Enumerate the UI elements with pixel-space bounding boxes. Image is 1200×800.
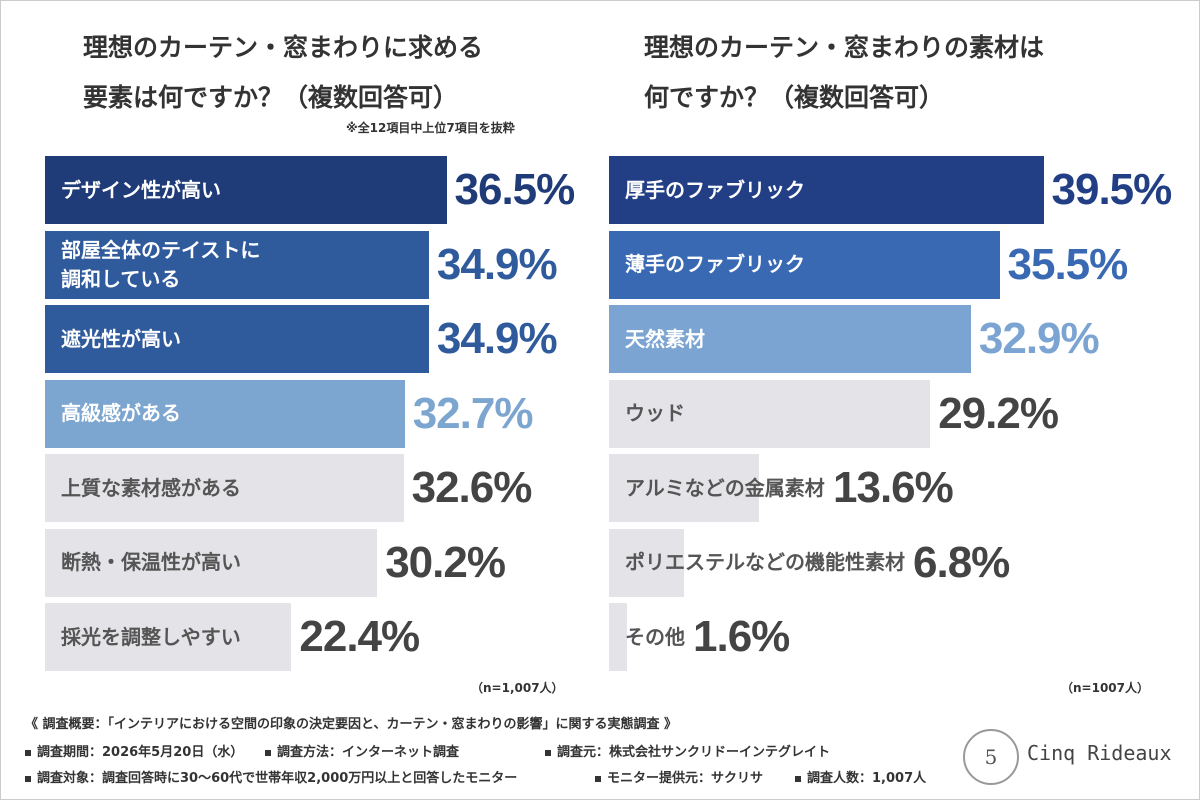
- footer-item: モニター提供元：サクリサ: [595, 767, 763, 786]
- category-label: 天然素材: [625, 326, 705, 351]
- bar: [45, 156, 447, 224]
- value-label: 1.6%: [693, 612, 790, 661]
- bar: [45, 230, 429, 299]
- chart-title: 理想のカーテン・窓まわりの素材は: [644, 33, 1045, 62]
- value-label: 34.9%: [436, 239, 558, 289]
- category-label: 上質な素材感がある: [61, 475, 241, 500]
- category-label: 薄手のファブリック: [625, 252, 805, 276]
- bar: [609, 156, 1044, 224]
- chart-title: 要素は何ですか？（複数回答可）: [83, 83, 459, 112]
- note: ※全12項目中上位7項目を抜粋: [346, 121, 515, 135]
- value-label: 35.5%: [1007, 239, 1129, 289]
- bar: [609, 379, 931, 448]
- category-label: 部屋全体のテイストに 調和している: [61, 237, 261, 291]
- logo-badge: 5: [963, 729, 1019, 785]
- footer-item: 調査方法：インターネット調査: [265, 741, 459, 760]
- category-label: 厚手のファブリック: [625, 177, 805, 202]
- footer-item: 調査対象：調査回答時に30〜60代で世帯年収2,000万円以上と回答したモニター: [25, 767, 517, 786]
- sample-size: （n=1,007人）: [471, 681, 564, 695]
- value-label: 36.5%: [454, 165, 576, 214]
- footer-item: 調査期間：2026年5月20日（水）: [25, 741, 243, 760]
- category-label: ポリエステルなどの機能性素材: [625, 550, 905, 574]
- category-label: 高級感がある: [61, 401, 181, 425]
- value-label: 30.2%: [385, 537, 506, 587]
- footer-heading: 《 調査概要：「インテリアにおける空間の印象の決定要因と、カーテン・窓まわりの影…: [25, 717, 678, 732]
- category-label: 採光を調整しやすい: [61, 624, 241, 649]
- value-label: 13.6%: [833, 463, 954, 512]
- chart-title: 何ですか？（複数回答可）: [644, 83, 945, 112]
- value-label: 6.8%: [913, 537, 1010, 587]
- category-label: デザイン性が高い: [61, 177, 221, 202]
- sample-size: （n=1007人）: [1061, 681, 1149, 695]
- value-label: 32.6%: [411, 463, 533, 512]
- footer-item: 調査元：株式会社サンクリドーインテグレイト: [545, 741, 830, 760]
- category-label: 遮光性が高い: [61, 326, 181, 351]
- bar: [609, 603, 627, 671]
- value-label: 34.9%: [436, 314, 558, 363]
- value-label: 29.2%: [938, 388, 1059, 438]
- category-label: アルミなどの金属素材: [625, 475, 825, 500]
- category-label: ウッド: [625, 401, 685, 425]
- logo-text: Cinq Rideaux: [1027, 741, 1172, 765]
- bar: [45, 454, 404, 522]
- footer-item: 調査人数：1,007人: [795, 767, 926, 786]
- bar: [45, 305, 429, 373]
- bar: [45, 603, 292, 671]
- value-label: 32.7%: [412, 388, 534, 438]
- bar: [609, 230, 1000, 299]
- category-label: 断熱・保温性が高い: [61, 550, 241, 574]
- value-label: 39.5%: [1051, 165, 1173, 214]
- value-label: 32.9%: [978, 314, 1100, 363]
- chart-title: 理想のカーテン・窓まわりに求める: [83, 33, 484, 62]
- bar: [45, 379, 405, 448]
- bar: [609, 305, 971, 373]
- bar: [609, 454, 759, 522]
- bar: [45, 528, 378, 597]
- category-label: その他: [625, 624, 685, 649]
- value-label: 22.4%: [299, 612, 420, 661]
- bar: [609, 528, 684, 597]
